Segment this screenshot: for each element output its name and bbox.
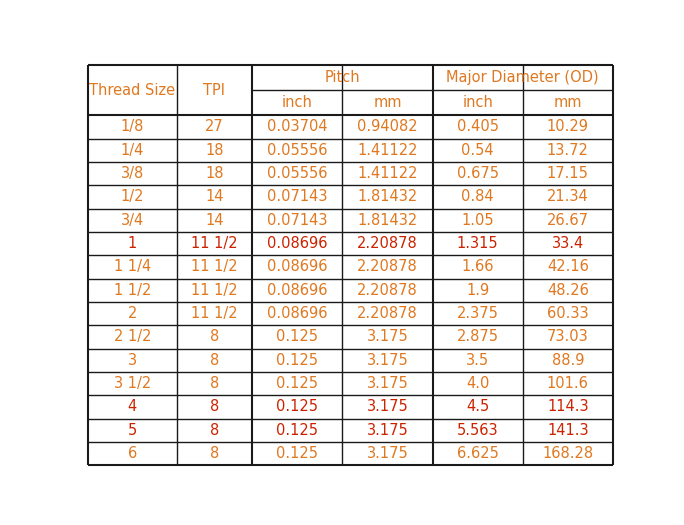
Text: 3.175: 3.175 [367, 400, 408, 414]
Text: 4: 4 [128, 400, 137, 414]
Text: 3.175: 3.175 [367, 329, 408, 344]
Text: 1 1/2: 1 1/2 [114, 283, 151, 298]
Text: 0.125: 0.125 [276, 400, 318, 414]
Text: 1: 1 [128, 236, 137, 251]
Text: 2.20878: 2.20878 [357, 306, 418, 321]
Text: 1/4: 1/4 [121, 143, 144, 158]
Text: 1/8: 1/8 [121, 120, 144, 134]
Text: Major Diameter (OD): Major Diameter (OD) [447, 70, 599, 85]
Text: 141.3: 141.3 [547, 423, 589, 438]
Text: 26.67: 26.67 [547, 213, 589, 228]
Text: 6: 6 [128, 446, 137, 461]
Text: 48.26: 48.26 [547, 283, 589, 298]
Text: inch: inch [282, 95, 313, 110]
Text: 11 1/2: 11 1/2 [191, 283, 238, 298]
Text: 11 1/2: 11 1/2 [191, 236, 238, 251]
Text: 1.05: 1.05 [461, 213, 494, 228]
Text: 0.405: 0.405 [457, 120, 499, 134]
Text: 3 1/2: 3 1/2 [114, 376, 151, 391]
Text: 0.05556: 0.05556 [267, 166, 328, 181]
Text: 0.94082: 0.94082 [357, 120, 418, 134]
Text: 14: 14 [205, 190, 224, 204]
Text: 5: 5 [128, 423, 137, 438]
Text: 114.3: 114.3 [547, 400, 589, 414]
Text: 0.03704: 0.03704 [267, 120, 328, 134]
Text: inch: inch [462, 95, 493, 110]
Text: 1.315: 1.315 [457, 236, 499, 251]
Text: 8: 8 [210, 353, 219, 367]
Text: 3.175: 3.175 [367, 446, 408, 461]
Text: mm: mm [373, 95, 402, 110]
Text: 0.08696: 0.08696 [267, 236, 328, 251]
Text: 11 1/2: 11 1/2 [191, 259, 238, 275]
Text: 2.20878: 2.20878 [357, 283, 418, 298]
Text: 0.125: 0.125 [276, 446, 318, 461]
Text: 21.34: 21.34 [547, 190, 589, 204]
Text: 10.29: 10.29 [547, 120, 589, 134]
Text: 3.175: 3.175 [367, 376, 408, 391]
Text: 0.125: 0.125 [276, 329, 318, 344]
Text: 0.125: 0.125 [276, 423, 318, 438]
Text: 17.15: 17.15 [547, 166, 589, 181]
Text: 1/2: 1/2 [120, 190, 144, 204]
Text: 11 1/2: 11 1/2 [191, 306, 238, 321]
Text: 2.875: 2.875 [457, 329, 499, 344]
Text: 1.66: 1.66 [462, 259, 494, 275]
Text: 3/8: 3/8 [121, 166, 144, 181]
Text: 168.28: 168.28 [542, 446, 594, 461]
Text: 33.4: 33.4 [552, 236, 584, 251]
Text: mm: mm [553, 95, 582, 110]
Text: 0.125: 0.125 [276, 376, 318, 391]
Text: 0.05556: 0.05556 [267, 143, 328, 158]
Text: 0.08696: 0.08696 [267, 283, 328, 298]
Text: 42.16: 42.16 [547, 259, 589, 275]
Text: 1.81432: 1.81432 [357, 213, 417, 228]
Text: 3/4: 3/4 [121, 213, 144, 228]
Text: 0.54: 0.54 [461, 143, 494, 158]
Text: 8: 8 [210, 376, 219, 391]
Text: 3.175: 3.175 [367, 423, 408, 438]
Text: 6.625: 6.625 [457, 446, 499, 461]
Text: 8: 8 [210, 423, 219, 438]
Text: 8: 8 [210, 400, 219, 414]
Text: 5.563: 5.563 [457, 423, 499, 438]
Text: TPI: TPI [203, 82, 226, 98]
Text: 13.72: 13.72 [547, 143, 589, 158]
Text: 1.41122: 1.41122 [357, 143, 418, 158]
Text: 2.20878: 2.20878 [357, 259, 418, 275]
Text: 0.08696: 0.08696 [267, 306, 328, 321]
Text: 8: 8 [210, 329, 219, 344]
Text: 18: 18 [205, 166, 224, 181]
Text: 18: 18 [205, 143, 224, 158]
Text: 1.9: 1.9 [466, 283, 489, 298]
Text: 0.07143: 0.07143 [267, 190, 328, 204]
Text: 2.20878: 2.20878 [357, 236, 418, 251]
Text: 0.84: 0.84 [461, 190, 494, 204]
Text: 0.07143: 0.07143 [267, 213, 328, 228]
Text: 0.675: 0.675 [457, 166, 499, 181]
Text: 3.175: 3.175 [367, 353, 408, 367]
Text: 73.03: 73.03 [547, 329, 589, 344]
Text: 60.33: 60.33 [547, 306, 589, 321]
Text: 1.41122: 1.41122 [357, 166, 418, 181]
Text: 101.6: 101.6 [547, 376, 589, 391]
Text: 2.375: 2.375 [457, 306, 499, 321]
Text: 4.0: 4.0 [466, 376, 489, 391]
Text: 4.5: 4.5 [466, 400, 489, 414]
Text: 0.08696: 0.08696 [267, 259, 328, 275]
Text: 1 1/4: 1 1/4 [114, 259, 151, 275]
Text: 14: 14 [205, 213, 224, 228]
Text: Thread Size: Thread Size [90, 82, 176, 98]
Text: 1.81432: 1.81432 [357, 190, 417, 204]
Text: 8: 8 [210, 446, 219, 461]
Text: 3.5: 3.5 [466, 353, 489, 367]
Text: 2: 2 [128, 306, 137, 321]
Text: 88.9: 88.9 [551, 353, 584, 367]
Text: 0.125: 0.125 [276, 353, 318, 367]
Text: 27: 27 [205, 120, 224, 134]
Text: 3: 3 [128, 353, 137, 367]
Text: 2 1/2: 2 1/2 [114, 329, 151, 344]
Text: Pitch: Pitch [324, 70, 360, 85]
